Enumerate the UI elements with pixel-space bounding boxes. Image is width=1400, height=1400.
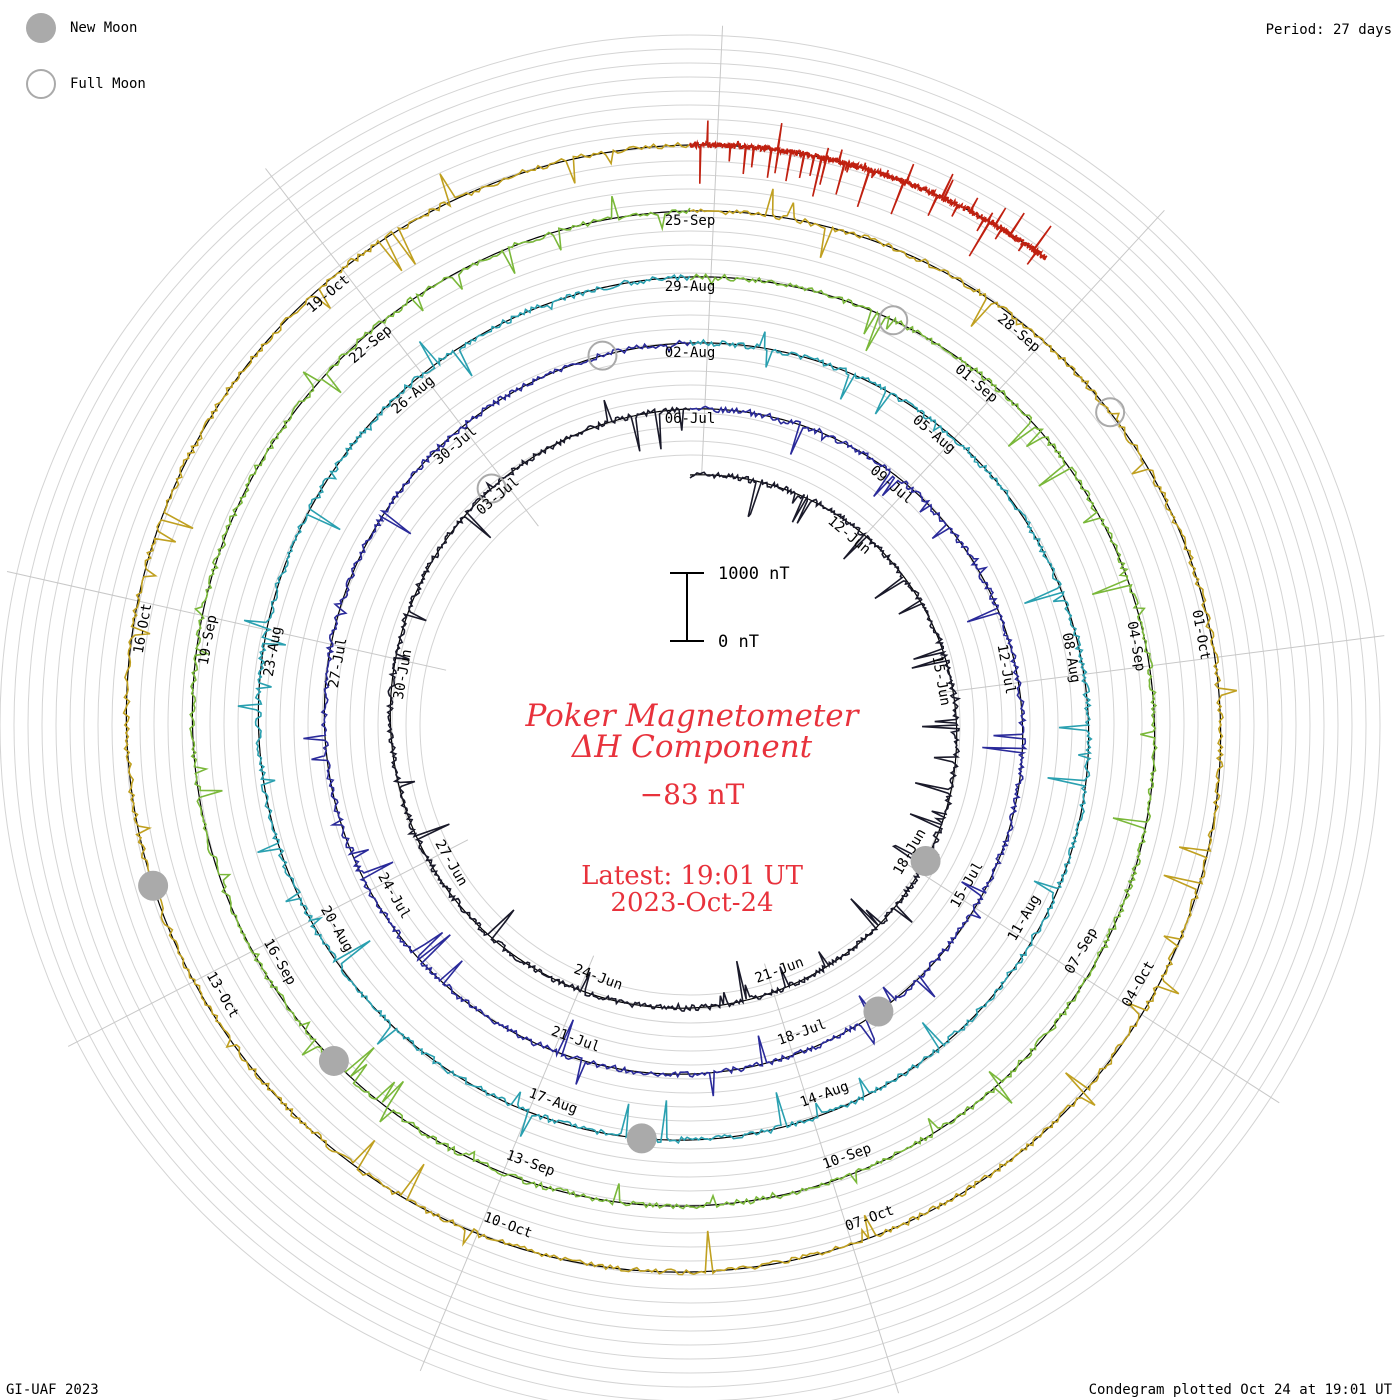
grid-circle — [83, 118, 1297, 1332]
grid-circle — [153, 188, 1227, 1262]
new-moon-marker — [626, 1123, 657, 1154]
dh-trace — [122, 141, 1238, 1276]
current-value: −83 nT — [640, 778, 745, 811]
date-label: 29-Aug — [665, 279, 716, 295]
date-label: 09-Jul — [867, 463, 916, 508]
grid-circle — [195, 230, 1185, 1220]
date-label: 19-Oct — [304, 272, 353, 317]
grid-circle — [97, 132, 1283, 1318]
grid-spoke — [937, 635, 1385, 694]
grid-spoke — [701, 25, 724, 476]
grid-circle — [237, 272, 1143, 1178]
grid-circle — [279, 314, 1101, 1136]
date-label: 30-Jun — [391, 648, 416, 701]
grid-circle — [13, 48, 1367, 1400]
credit-label: GI-UAF 2023 — [6, 1382, 99, 1398]
new-moon-marker — [863, 996, 894, 1027]
grid-circle — [377, 412, 1003, 1038]
grid-circle — [27, 62, 1353, 1388]
radial-spokes — [6, 25, 1385, 1394]
date-label: 25-Sep — [665, 213, 716, 229]
grid-spoke — [900, 859, 1280, 1104]
full-moon-marker — [878, 305, 909, 336]
grid-spoke — [67, 839, 469, 1047]
latest-time: Latest: 19:01 UT — [581, 861, 804, 891]
date-label: 05-Aug — [909, 412, 958, 457]
grid-circle — [419, 454, 961, 996]
title-line1: Poker Magnetometer — [525, 698, 861, 734]
dh-trace — [385, 399, 962, 1012]
grid-circle — [181, 216, 1199, 1234]
date-label: 13-Oct — [203, 969, 242, 1021]
legend-full-moon-label: Full Moon — [70, 76, 146, 92]
date-label: 02-Aug — [665, 345, 716, 361]
date-label: 11-Aug — [1005, 892, 1044, 944]
grid-spoke — [419, 955, 595, 1372]
grid-spoke — [265, 168, 539, 527]
center-title: Poker Magnetometer ΔH Component −83 nT L… — [525, 698, 861, 918]
grid-spoke — [859, 209, 1165, 542]
title-line2: ΔH Component — [571, 729, 813, 765]
date-label: 28-Sep — [994, 311, 1043, 356]
grid-circle — [41, 76, 1339, 1374]
magnetometer-traces — [122, 120, 1238, 1276]
scale-top-label: 1000 nT — [718, 564, 790, 584]
latest-date: 2023-Oct-24 — [610, 888, 773, 918]
dh-trace — [689, 120, 1052, 265]
grid-circle — [209, 244, 1171, 1206]
grid-spoke — [764, 963, 900, 1394]
date-label: 06-Jul — [665, 411, 716, 427]
grid-circle — [0, 34, 1381, 1400]
grid-circle — [349, 384, 1031, 1066]
dh-trace — [237, 274, 1093, 1145]
grid-circle — [335, 370, 1045, 1080]
date-label: 08-Aug — [1059, 632, 1084, 685]
date-label: 27-Jun — [431, 837, 470, 889]
date-label: 04-Sep — [1124, 620, 1149, 673]
date-label: 17-Aug — [526, 1085, 579, 1117]
legend-full-moon: Full Moon — [26, 68, 146, 100]
period-label: Period: 27 days — [1265, 22, 1392, 38]
full-moon-marker — [587, 340, 618, 371]
grid-circle — [265, 300, 1115, 1150]
grid-circle — [363, 398, 1017, 1052]
dh-trace — [189, 195, 1158, 1210]
new-moon-icon — [26, 13, 56, 43]
full-moon-marker — [1095, 397, 1126, 428]
grid-circle — [251, 286, 1129, 1164]
grid-circle — [223, 258, 1157, 1192]
full-moon-marker — [476, 473, 507, 504]
dh-trace — [303, 339, 1028, 1097]
date-label: 07-Sep — [1062, 925, 1101, 977]
new-moon-marker — [138, 870, 169, 901]
scale-bottom-label: 0 nT — [718, 632, 759, 652]
grid-circle — [391, 426, 989, 1024]
moon-markers — [138, 305, 1126, 1154]
date-label: 04-Oct — [1119, 958, 1158, 1010]
scale-bar: 1000 nT 0 nT — [670, 564, 790, 652]
legend-new-moon-label: New Moon — [70, 20, 138, 36]
grid-circle — [55, 90, 1325, 1360]
new-moon-marker — [318, 1045, 349, 1076]
new-moon-marker — [910, 846, 941, 876]
date-label: 16-Sep — [260, 936, 299, 988]
grid-spoke — [6, 571, 447, 671]
full-moon-icon — [26, 69, 56, 99]
grid-circle — [69, 104, 1311, 1346]
grid-circle — [139, 174, 1241, 1276]
legend-new-moon: New Moon — [26, 12, 137, 44]
plotted-timestamp: Condegram plotted Oct 24 at 19:01 UT — [1088, 1382, 1392, 1398]
grid-circle — [167, 202, 1213, 1248]
